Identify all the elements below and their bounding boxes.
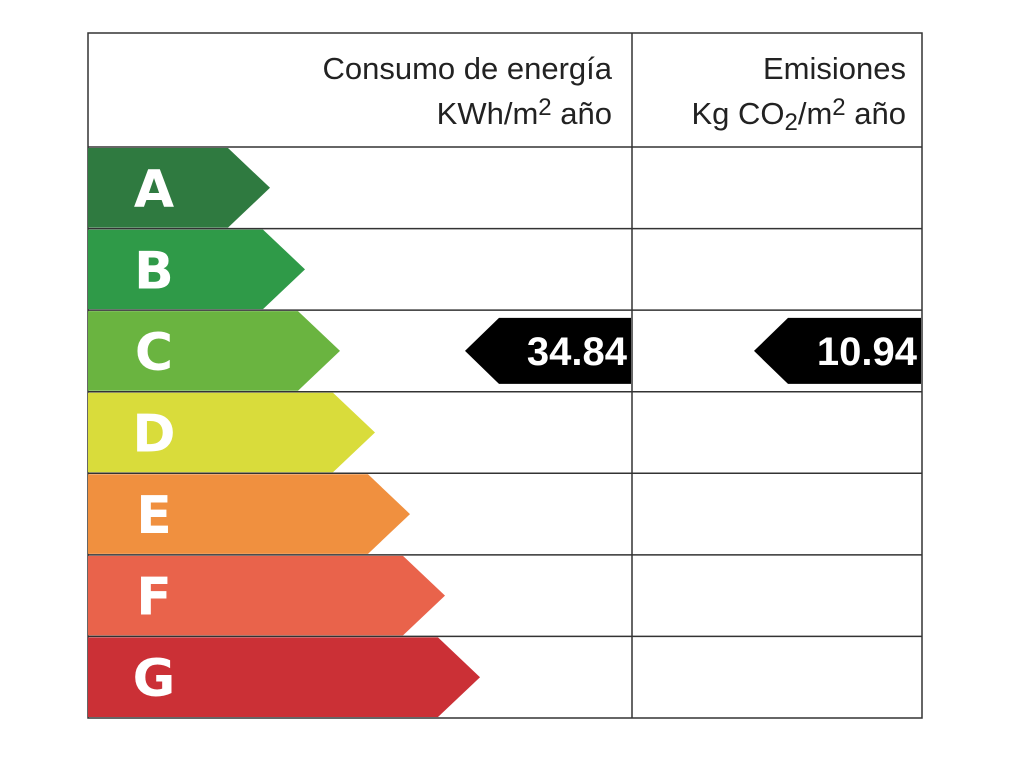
rating-arrow <box>88 555 445 636</box>
rating-letter: F <box>136 568 172 628</box>
rating-letter: D <box>132 405 175 465</box>
rating-arrow <box>88 637 480 717</box>
emissions-value: 10.94 <box>817 330 918 374</box>
rating-arrow <box>88 474 410 554</box>
unit-superscript: 2 <box>832 94 845 121</box>
emissions-pointer <box>754 317 921 384</box>
rating-arrow <box>88 229 305 310</box>
unit-part: KWh/m <box>437 96 539 131</box>
unit-part: año <box>552 96 612 131</box>
rating-letter: B <box>134 241 174 301</box>
unit-part: /m <box>798 96 832 131</box>
unit-subscript: 2 <box>785 109 798 136</box>
unit-part: Kg CO <box>691 96 784 131</box>
energy-unit: KWh/m2 año <box>437 94 612 131</box>
energy-value: 34.84 <box>527 330 628 374</box>
rating-letter: E <box>136 486 172 546</box>
rating-arrow <box>88 311 340 391</box>
rating-letter: G <box>133 649 176 709</box>
emissions-unit: Kg CO2/m2 año <box>691 94 906 136</box>
energy-title: Consumo de energía <box>322 51 612 86</box>
rating-letter: C <box>135 323 173 383</box>
rating-arrow <box>88 392 375 473</box>
unit-superscript: 2 <box>538 94 551 121</box>
rating-letter: A <box>134 160 174 220</box>
emissions-title: Emisiones <box>763 51 906 86</box>
rating-arrow <box>88 148 270 228</box>
energy-pointer <box>465 317 631 384</box>
unit-part: año <box>846 96 906 131</box>
